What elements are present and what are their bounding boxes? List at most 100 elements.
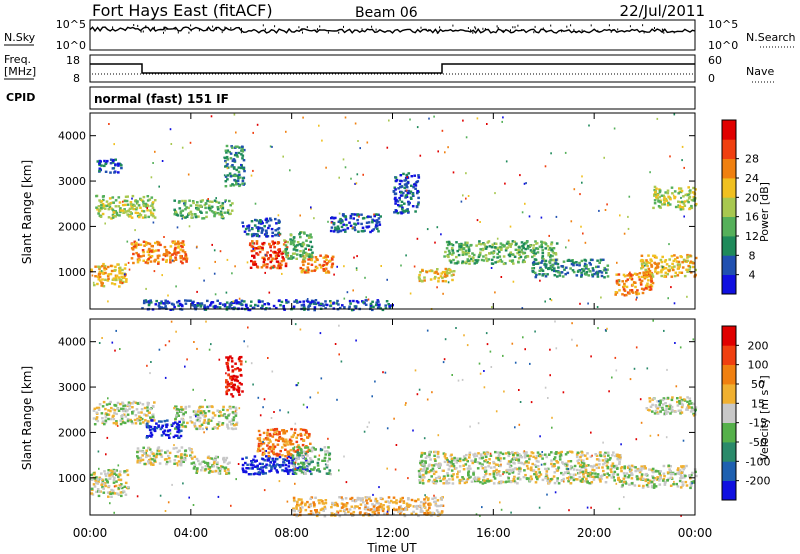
- power-cell: [142, 301, 146, 305]
- power-cell: [100, 206, 103, 209]
- velocity-cell: [616, 453, 619, 456]
- velocity-cell: [238, 359, 242, 363]
- power-cell: [548, 260, 551, 263]
- velocity-cell: [180, 459, 183, 462]
- velocity-cell: [140, 408, 144, 411]
- power-cell: [106, 274, 110, 278]
- power-cell: [405, 189, 408, 192]
- velocity-cell: [488, 473, 492, 476]
- velocity-cell: [209, 419, 213, 422]
- velocity-cell: [676, 485, 680, 488]
- power-cell: [136, 202, 139, 205]
- power-cell: [265, 307, 268, 310]
- power-cell: [161, 274, 163, 277]
- power-cell: [582, 268, 586, 271]
- power-cell: [558, 271, 562, 274]
- velocity-cell: [555, 468, 558, 471]
- velocity-cell: [422, 501, 426, 505]
- power-cell: [121, 209, 125, 212]
- power-cell: [235, 302, 238, 305]
- velocity-cell: [248, 467, 251, 470]
- velocity-cell: [609, 457, 612, 460]
- velocity-cell: [569, 482, 573, 485]
- power-cell: [216, 206, 220, 209]
- velocity-cell: [492, 472, 496, 475]
- velocity-cell: [327, 453, 331, 457]
- velocity-cell: [450, 464, 454, 468]
- velocity-cell: [284, 463, 288, 467]
- power-cell: [691, 265, 695, 269]
- power-cell: [455, 255, 458, 259]
- velocity-cell: [131, 402, 134, 405]
- power-cell: [313, 269, 316, 272]
- velocity-cell: [373, 512, 377, 515]
- velocity-cell: [456, 473, 459, 476]
- power-cell: [552, 251, 556, 255]
- power-cell: [467, 246, 471, 249]
- velocity-cell: [294, 450, 298, 453]
- power-cell: [98, 275, 102, 279]
- velocity-cell: [198, 419, 201, 423]
- power-cell: [141, 249, 145, 252]
- power-cell: [673, 254, 676, 257]
- power-cell: [452, 273, 455, 276]
- velocity-cell: [258, 473, 261, 476]
- power-cell: [348, 221, 351, 224]
- velocity-cell: [208, 457, 212, 460]
- power-cell: [500, 248, 503, 251]
- velocity-cell: [225, 392, 229, 396]
- power-cell: [146, 207, 148, 210]
- power-cell: [229, 157, 233, 160]
- power-cell: [154, 249, 158, 252]
- velocity-cell: [90, 487, 94, 490]
- power-cell: [114, 268, 117, 272]
- velocity-cell: [269, 434, 272, 437]
- velocity-cell: [189, 416, 192, 419]
- power-cell: [679, 205, 682, 209]
- velocity-cell: [118, 484, 122, 487]
- velocity-cell: [196, 413, 200, 417]
- power-cell: [125, 278, 128, 281]
- velocity-cell: [323, 515, 327, 518]
- power-ytick-label: 2000: [58, 220, 86, 233]
- power-cell: [692, 262, 695, 265]
- power-cell: [249, 242, 252, 245]
- velocity-cell: [562, 462, 565, 465]
- power-cell: [216, 305, 219, 309]
- velocity-cell: [107, 417, 110, 421]
- power-cell: [467, 195, 470, 197]
- velocity-cell: [415, 507, 419, 510]
- velocity-cell: [160, 455, 164, 458]
- power-cell: [98, 208, 101, 211]
- power-cell: [670, 275, 674, 278]
- power-cell: [255, 240, 259, 243]
- velocity-cell: [598, 478, 602, 481]
- power-cell: [296, 301, 299, 304]
- power-cell: [292, 243, 296, 247]
- power-cell: [356, 222, 360, 225]
- power-cell: [579, 302, 581, 305]
- power-cell: [491, 243, 495, 246]
- velocity-cell: [435, 509, 439, 512]
- velocity-cell: [162, 432, 166, 435]
- power-scatter: [91, 113, 692, 310]
- velocity-cell: [155, 426, 159, 430]
- power-cell: [680, 200, 684, 204]
- velocity-cell: [109, 492, 112, 495]
- velocity-cell: [401, 496, 404, 500]
- velocity-cell: [227, 469, 230, 473]
- power-cell: [164, 299, 167, 302]
- power-cell: [535, 247, 538, 250]
- station-title: Fort Hays East (fitACF): [92, 1, 273, 20]
- velocity-cell: [551, 465, 554, 468]
- power-cell: [169, 256, 173, 259]
- power-cell: [236, 179, 240, 182]
- velocity-cell: [207, 410, 211, 413]
- velocity-cell: [618, 479, 621, 482]
- velocity-cell: [395, 499, 398, 502]
- power-cell: [122, 200, 124, 203]
- velocity-cell: [192, 467, 196, 470]
- velocity-cell: [224, 459, 227, 462]
- velocity-cell: [119, 419, 122, 422]
